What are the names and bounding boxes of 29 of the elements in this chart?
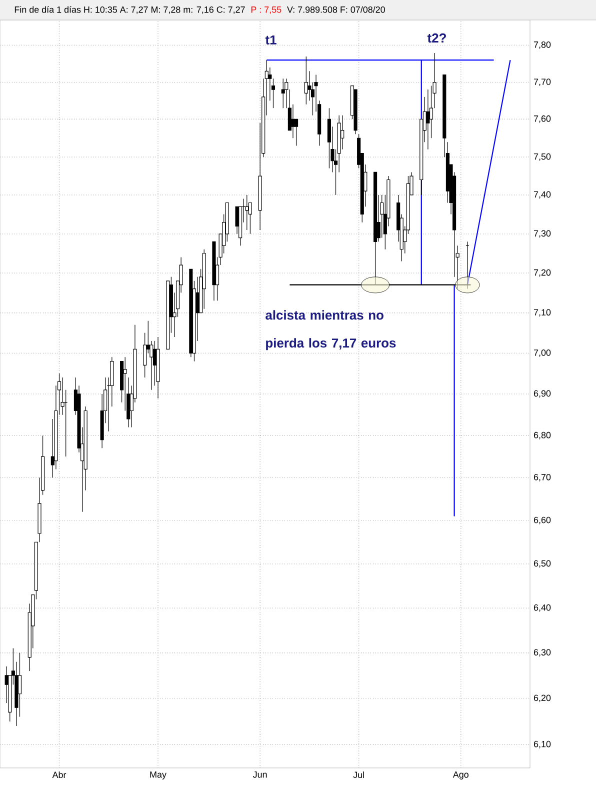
text: P : 7,55 xyxy=(251,6,282,14)
y-tick-label: 6,90 xyxy=(534,390,551,398)
y-tick-label: 7,50 xyxy=(534,153,551,161)
y-tick-label: 6,70 xyxy=(534,474,551,482)
y-tick-label: 6,50 xyxy=(534,560,551,568)
y-tick-label: 7,40 xyxy=(534,191,551,199)
y-tick-label: 6,20 xyxy=(534,694,551,702)
y-tick-label: 7,30 xyxy=(534,230,551,238)
y-tick-label: 7,00 xyxy=(534,349,551,357)
y-tick-label: 6,30 xyxy=(534,649,551,657)
y-tick-label: 6,40 xyxy=(534,604,551,612)
text: V: 7.989.508 F: 07/08/20 xyxy=(287,6,385,13)
text: alcista mientras no pierda los 7,17 euros xyxy=(266,310,396,350)
x-tick-label: Jul xyxy=(353,771,364,778)
y-tick-label: 7,10 xyxy=(534,309,551,317)
x-tick-label: Jun xyxy=(252,771,267,778)
y-tick-label: 7,70 xyxy=(534,78,551,86)
y-tick-label: 6,80 xyxy=(534,432,551,440)
annotation: t2? xyxy=(427,33,446,43)
y-tick-label: 6,10 xyxy=(534,740,551,748)
x-tick-label: Ago xyxy=(452,771,468,780)
y-tick-label: 7,60 xyxy=(534,115,551,123)
y-tick-label: 6,60 xyxy=(534,516,551,524)
text: Fin de día 1 días H: 10:35 A: 7,27 M: 7,28 m: 7,16 C: 7,27 xyxy=(14,6,245,14)
annotation: t1 xyxy=(265,35,276,44)
x-tick-label: Abr xyxy=(52,771,66,778)
y-tick-label: 7,80 xyxy=(534,41,551,49)
x-tick-label: May xyxy=(150,771,166,780)
y-tick-label: 7,20 xyxy=(534,269,551,277)
